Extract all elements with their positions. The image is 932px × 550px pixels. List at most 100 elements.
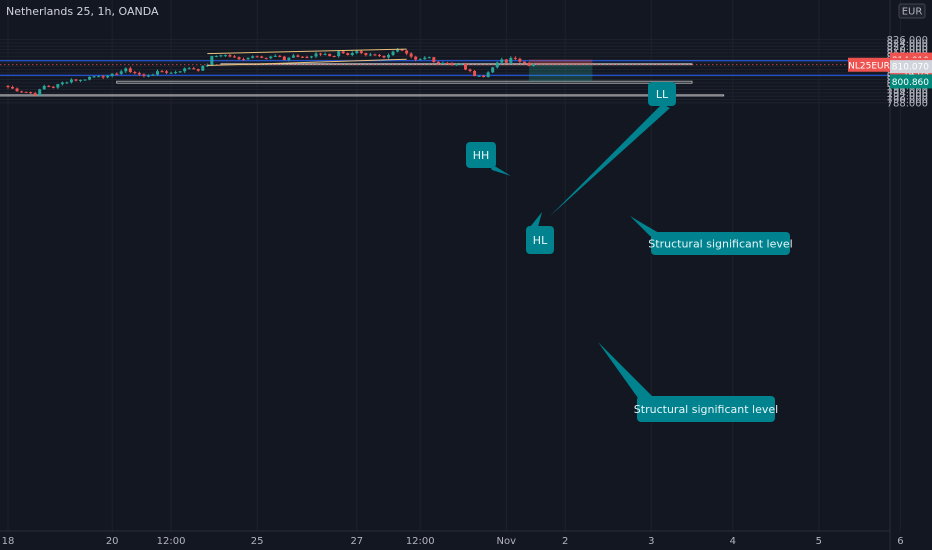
candle-body (219, 55, 223, 57)
candle-body (165, 71, 169, 73)
x-tick-label: Nov (497, 536, 517, 547)
time-axis[interactable]: 18 20 12:00 25 27 12:00 Nov 2 3 4 5 6 (2, 536, 904, 547)
candle-body (6, 86, 10, 88)
candle-body (491, 67, 495, 73)
x-tick-label: 12:00 (157, 536, 186, 547)
y-tick-label: 794.000 (887, 88, 928, 99)
candle-body (350, 53, 354, 56)
candle-body (282, 56, 286, 61)
candle-body (387, 54, 391, 58)
chart-title: Netherlands 25, 1h, OANDA (6, 5, 159, 18)
hh-callout-label: HH (473, 149, 490, 162)
candle-body (106, 75, 110, 78)
candle-body (205, 65, 209, 67)
candle-body (110, 73, 114, 76)
candle-body (300, 56, 304, 58)
candle-body (146, 75, 150, 77)
candle-body (500, 59, 504, 63)
risk-zone[interactable] (528, 59, 593, 65)
candle-body (24, 91, 28, 93)
level-1-callout-label: Structural significant level (648, 238, 792, 251)
candle-body (74, 79, 78, 81)
candle-body (450, 63, 454, 66)
structural-zone-box (116, 80, 693, 84)
reward-zone[interactable] (528, 64, 593, 82)
candle-body (337, 51, 341, 57)
candle-body (427, 57, 431, 59)
candle-body (355, 51, 359, 54)
target-price-label-box (890, 74, 932, 89)
ll-callout-label: LL (656, 88, 669, 101)
level-2-callout-label: Structural significant level (634, 403, 778, 416)
candle-body (418, 59, 422, 61)
candle-body (495, 62, 499, 68)
candle-body (137, 73, 141, 75)
hl-callout-box (526, 226, 554, 254)
candle-body (88, 76, 92, 80)
candle-body (359, 51, 363, 54)
candle-body (20, 91, 24, 93)
candle-body (522, 61, 526, 64)
symbol-label-box (848, 57, 890, 72)
ll-callout-box (648, 82, 676, 106)
candle-body (155, 71, 159, 75)
hl-callout-label: HL (533, 234, 548, 247)
x-tick-label: 18 (2, 536, 15, 547)
y-tick-label: 788.000 (887, 98, 928, 109)
candlestick-series (6, 47, 535, 97)
candle-body (527, 63, 531, 66)
candle-body (400, 49, 404, 51)
candle-body (15, 88, 19, 92)
candle-body (296, 55, 300, 57)
candle-body (101, 76, 105, 78)
level-1-callout-box (651, 232, 790, 255)
y-tick-label: 790.000 (887, 95, 928, 106)
x-tick-label: 5 (816, 536, 822, 547)
y-tick-label: 820.000 (887, 45, 928, 56)
candle-body (264, 57, 268, 59)
candle-body (368, 54, 372, 56)
candle-body (65, 82, 69, 84)
channel-lower-line (207, 58, 407, 67)
candle-body (233, 56, 236, 58)
candle-body (473, 70, 477, 76)
candle-body (305, 57, 309, 59)
candle-body (56, 84, 60, 88)
x-tick-label: 4 (730, 536, 736, 547)
x-tick-label: 3 (648, 536, 654, 547)
x-tick-label: 12:00 (406, 536, 435, 547)
candle-body (228, 55, 232, 57)
callouts: HH HL LL Structural significant level Struct… (466, 82, 793, 422)
candle-body (341, 51, 345, 54)
currency-badge-box[interactable] (898, 3, 926, 19)
candle-body (269, 56, 273, 59)
candle-body (60, 82, 64, 85)
candle-body (319, 53, 323, 55)
candle-body (237, 57, 241, 60)
y-tick-label: 792.000 (887, 92, 928, 103)
candle-body (482, 75, 486, 78)
candle-body (436, 61, 440, 64)
candle-body (47, 85, 51, 87)
candle-body (119, 71, 123, 74)
candle-body (142, 74, 146, 76)
symbol-label: NL25EUR (848, 61, 890, 71)
x-tick-label: 20 (106, 536, 119, 547)
candle-body (192, 68, 196, 70)
level-2-pointer (598, 342, 654, 398)
candle-body (92, 76, 96, 78)
candle-body (332, 55, 336, 57)
candle-body (373, 54, 377, 56)
short-position-tool[interactable] (528, 59, 593, 82)
candle-body (409, 53, 413, 57)
candle-body (169, 72, 173, 74)
candle-body (42, 85, 46, 90)
hh-callout-box (466, 142, 496, 168)
candle-body (323, 53, 327, 55)
candle-body (377, 55, 381, 57)
candle-body (133, 72, 137, 74)
candle-body (160, 71, 164, 73)
candle-body (464, 63, 468, 70)
